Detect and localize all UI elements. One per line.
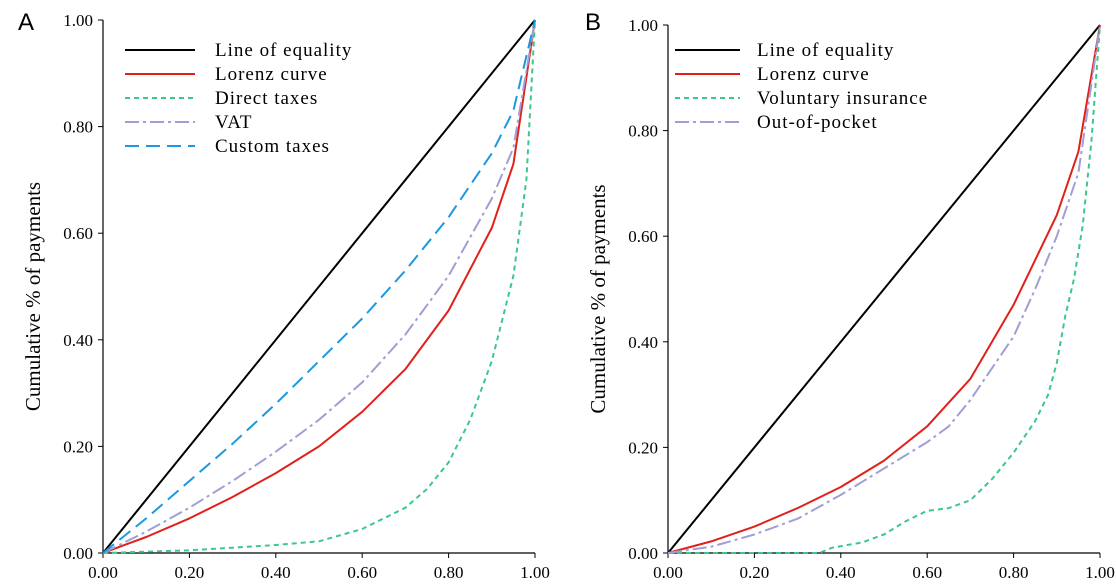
y-tick-label: 0.80 bbox=[628, 122, 658, 141]
x-tick-label: 0.40 bbox=[261, 563, 291, 582]
x-tick-label: 0.00 bbox=[88, 563, 118, 582]
y-axis-label: Cumulative % of payments bbox=[21, 182, 45, 411]
x-tick-label: 0.00 bbox=[653, 563, 683, 582]
x-tick-label: 0.60 bbox=[912, 563, 942, 582]
y-tick-label: 0.00 bbox=[628, 544, 658, 563]
series-line-custom-taxes bbox=[102, 19, 536, 554]
series-line-lorenz-curve bbox=[667, 24, 1101, 554]
panel-letter: B bbox=[585, 9, 601, 36]
series-line-line-of-equality bbox=[102, 19, 536, 554]
panel-letter: A bbox=[18, 9, 34, 36]
legend-label: Voluntary insurance bbox=[757, 88, 928, 109]
panel-a: 0.00 0.20 0.40 0.60 0.80 1.00 0.00 0.20 0.40 0.60… bbox=[18, 9, 550, 582]
y-tick-label: 0.80 bbox=[63, 118, 93, 137]
x-tick-label: 0.20 bbox=[175, 563, 205, 582]
x-tick-label: 0.40 bbox=[826, 563, 856, 582]
y-tick-label: 0.20 bbox=[63, 437, 93, 456]
series-line-voluntary-insurance bbox=[668, 24, 1101, 554]
legend-label: Lorenz curve bbox=[757, 64, 870, 85]
y-tick-label: 0.20 bbox=[628, 438, 658, 457]
legend-label: Out-of-pocket bbox=[757, 112, 878, 133]
y-tick-label: 0.60 bbox=[63, 224, 93, 243]
series-line-lorenz-curve bbox=[102, 19, 536, 554]
x-tick-label: 0.80 bbox=[434, 563, 464, 582]
panel-b: 0.00 0.20 0.40 0.60 0.80 1.00 0.00 0.20 0.40 0.60… bbox=[585, 9, 1115, 582]
series-line-line-of-equality bbox=[667, 24, 1101, 554]
x-tick-label: 0.20 bbox=[740, 563, 770, 582]
series-line-direct-taxes bbox=[102, 19, 536, 554]
x-tick-label: 0.60 bbox=[347, 563, 377, 582]
legend-label: Lorenz curve bbox=[215, 64, 328, 85]
x-tick-label: 1.00 bbox=[520, 563, 550, 582]
legend-label: Direct taxes bbox=[215, 88, 318, 109]
legend-label: Line of equality bbox=[757, 40, 894, 61]
y-axis-label: Cumulative % of payments bbox=[586, 184, 610, 413]
x-tick-label: 0.80 bbox=[999, 563, 1029, 582]
y-tick-label: 0.60 bbox=[628, 227, 658, 246]
legend-label: Custom taxes bbox=[215, 136, 330, 157]
x-tick-label: 1.00 bbox=[1085, 563, 1115, 582]
y-tick-label: 1.00 bbox=[63, 11, 93, 30]
legend-label: Line of equality bbox=[215, 40, 352, 61]
legend-label: VAT bbox=[215, 112, 253, 133]
y-tick-label: 1.00 bbox=[628, 16, 658, 35]
y-tick-label: 0.00 bbox=[63, 544, 93, 563]
y-tick-label: 0.40 bbox=[63, 331, 93, 350]
series-line-vat bbox=[102, 19, 536, 554]
series-line-out-of-pocket bbox=[667, 24, 1101, 554]
y-tick-label: 0.40 bbox=[628, 333, 658, 352]
